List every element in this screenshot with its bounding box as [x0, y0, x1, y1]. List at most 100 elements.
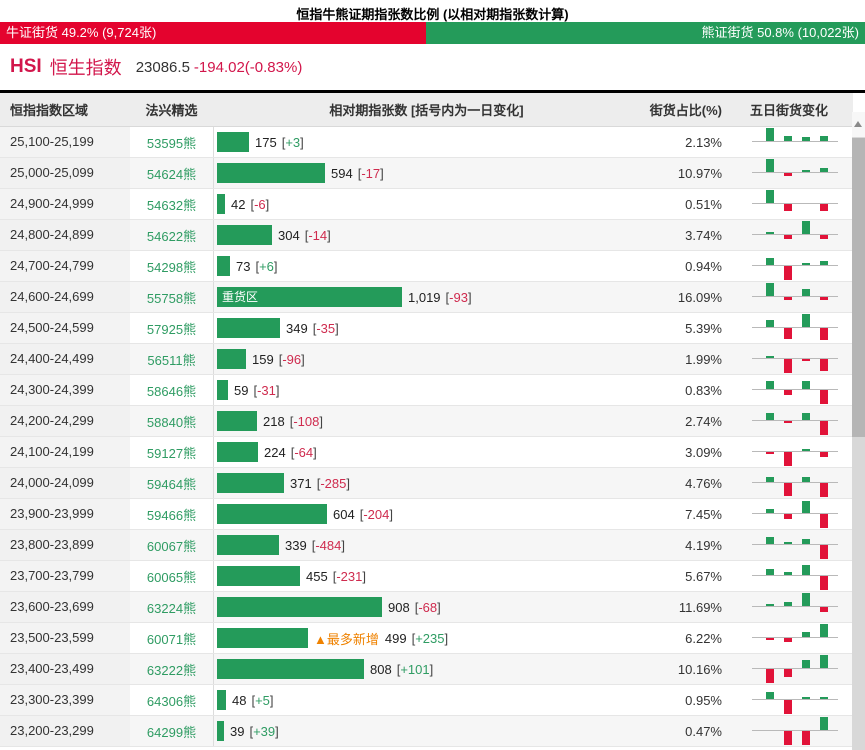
warrant-code-link[interactable]: 58840熊: [146, 414, 197, 430]
contracts-bar: [217, 411, 257, 431]
warrant-code-link[interactable]: 55758熊: [146, 290, 197, 306]
five-day-mini-chart: [752, 562, 838, 590]
one-day-change: [-93]: [445, 289, 472, 305]
warrant-code-link[interactable]: 60071熊: [146, 631, 197, 647]
relative-contracts-cell: 73 [+6]: [213, 251, 640, 281]
scrollbar[interactable]: [852, 112, 865, 750]
one-day-change: [+3]: [281, 134, 304, 150]
mini-chart-bar: [820, 697, 828, 699]
mini-chart-bar: [766, 356, 774, 358]
mini-chart-bar: [784, 731, 792, 745]
warrant-code-link[interactable]: 60065熊: [146, 569, 197, 585]
mini-chart-bar: [802, 289, 810, 296]
five-day-change-cell: [725, 562, 853, 590]
mini-chart-bar: [784, 297, 792, 300]
five-day-change-cell: [725, 469, 853, 497]
table-row: 24,800-24,899 54622熊 304 [-14] 3.74%: [0, 220, 853, 251]
five-day-change-cell: [725, 438, 853, 466]
mini-chart-bar: [820, 607, 828, 612]
relative-contracts-cell: 349 [-35]: [213, 313, 640, 343]
warrant-code-link[interactable]: 59466熊: [146, 507, 197, 523]
scrollbar-thumb[interactable]: [852, 138, 865, 437]
header-five-day-change: 五日街货变化: [749, 103, 828, 118]
index-range-cell: 24,900-24,999: [0, 189, 130, 219]
mini-chart-bar: [784, 514, 792, 519]
mini-chart-bar: [802, 449, 810, 451]
relative-contracts-cell: 175 [+3]: [213, 127, 640, 157]
contracts-bar: [217, 318, 280, 338]
divider: [0, 90, 865, 93]
five-day-mini-chart: [752, 221, 838, 249]
contracts-bar: [217, 628, 308, 648]
table-row: 24,400-24,499 56511熊 159 [-96] 1.99%: [0, 344, 853, 375]
table-row: 24,000-24,099 59464熊 371 [-285] 4.76%: [0, 468, 853, 499]
index-name: 恒生指数: [49, 58, 122, 78]
mini-chart-bar: [802, 413, 810, 420]
table-row: 23,600-23,699 63224熊 908 [-68] 11.69%: [0, 592, 853, 623]
warrant-code-link[interactable]: 59464熊: [146, 476, 197, 492]
contracts-value: 73: [236, 258, 251, 274]
five-day-change-cell: [725, 252, 853, 280]
mini-chart-baseline: [752, 513, 838, 514]
one-day-change: [+6]: [255, 258, 278, 274]
five-day-change-cell: [725, 717, 853, 745]
one-day-change: [-35]: [312, 320, 339, 336]
warrant-code-link[interactable]: 64299熊: [146, 724, 197, 740]
warrant-code-link[interactable]: 60067熊: [146, 538, 197, 554]
index-range-cell: 24,200-24,299: [0, 406, 130, 436]
most-added-label: ▲最多新增: [314, 631, 379, 647]
mini-chart-bar: [802, 314, 810, 327]
one-day-change: [-108]: [289, 413, 323, 429]
contracts-value: 1,019: [408, 289, 441, 305]
outstanding-pct-cell: 0.51%: [685, 196, 722, 212]
relative-contracts-cell: 224 [-64]: [213, 437, 640, 467]
mini-chart-bar: [766, 258, 774, 265]
mini-chart-bar: [784, 700, 792, 714]
mini-chart-baseline: [752, 482, 838, 483]
relative-contracts-cell: 39 [+39]: [213, 716, 640, 746]
warrant-code-link[interactable]: 54298熊: [146, 259, 197, 275]
table-row: 23,300-23,399 64306熊 48 [+5] 0.95%: [0, 685, 853, 716]
index-range-cell: 23,300-23,399: [0, 685, 130, 715]
index-range-cell: 23,400-23,499: [0, 654, 130, 684]
warrant-code-link[interactable]: 56511熊: [147, 352, 196, 368]
warrant-code-link[interactable]: 57925熊: [146, 321, 197, 337]
contracts-value: 48: [232, 692, 247, 708]
arrow-up-icon: [854, 121, 862, 127]
warrant-code-link[interactable]: 63224熊: [146, 600, 197, 616]
contracts-bar: [217, 566, 300, 586]
outstanding-pct-cell: 11.69%: [678, 599, 722, 615]
outstanding-pct-cell: 6.22%: [685, 630, 722, 646]
one-day-change: [-231]: [332, 568, 366, 584]
warrant-code-link[interactable]: 58646熊: [146, 383, 197, 399]
outstanding-pct-cell: 0.95%: [685, 692, 722, 708]
relative-contracts-cell: 908 [-68]: [213, 592, 640, 622]
five-day-mini-chart: [752, 624, 838, 652]
warrant-code-link[interactable]: 59127熊: [146, 445, 197, 461]
table-row: 24,200-24,299 58840熊 218 [-108] 2.74%: [0, 406, 853, 437]
warrant-code-link[interactable]: 54632熊: [146, 197, 197, 213]
mini-chart-bar: [784, 542, 792, 544]
relative-contracts-cell: 42 [-6]: [213, 189, 640, 219]
scroll-up-button[interactable]: [852, 112, 865, 137]
warrant-code-link[interactable]: 53595熊: [146, 135, 197, 151]
mini-chart-baseline: [752, 234, 838, 235]
bear-outstanding-bar: 熊证街货 50.8% (10,022张): [425, 22, 865, 44]
mini-chart-bar: [766, 638, 774, 640]
mini-chart-bar: [766, 159, 774, 172]
table-row: 24,600-24,699 55758熊 重货区 1,019 [-93] 16.09%: [0, 282, 853, 313]
five-day-change-cell: [725, 283, 853, 311]
mini-chart-bar: [766, 381, 774, 389]
mini-chart-bar: [766, 537, 774, 544]
warrant-code-link[interactable]: 54624熊: [146, 166, 197, 182]
table-row: 23,900-23,999 59466熊 604 [-204] 7.45%: [0, 499, 853, 530]
outstanding-pct-cell: 0.94%: [685, 258, 722, 274]
one-day-change: [-484]: [311, 537, 345, 553]
warrant-code-link[interactable]: 63222熊: [146, 662, 197, 678]
warrant-code-link[interactable]: 54622熊: [146, 228, 197, 244]
outstanding-pct-cell: 0.83%: [685, 382, 722, 398]
one-day-change: [+101]: [396, 661, 434, 677]
outstanding-pct-cell: 10.97%: [677, 165, 722, 181]
mini-chart-bar: [820, 717, 828, 730]
warrant-code-link[interactable]: 64306熊: [146, 693, 197, 709]
